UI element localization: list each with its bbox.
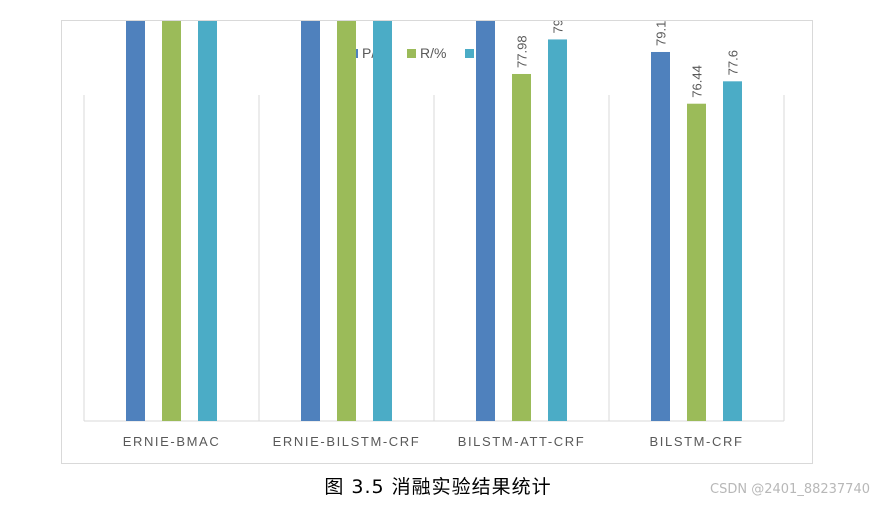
bar-1-0 [301,21,320,421]
watermark: CSDN @2401_88237740 [710,482,870,497]
bar-2-2 [548,39,567,422]
legend-swatch-1 [407,49,416,58]
data-label-3-2: 77.6 [726,50,741,75]
bar-2-0 [476,21,495,422]
bar-0-0 [126,21,145,421]
x-tick-label-1: ERNIE-BILSTM-CRF [273,434,421,449]
x-tick-label-3: BILSTM-CRF [650,434,744,449]
bar-2-1 [512,73,531,422]
chart-frame: P/%R/%/%85.7486.1685.95ERNIE-BMAC85.9984… [61,20,813,464]
chart-svg: P/%R/%/%85.7486.1685.95ERNIE-BMAC85.9984… [83,21,785,449]
bar-3-2 [723,81,742,421]
x-tick-label-0: ERNIE-BMAC [123,434,221,449]
x-tick-label-2: BILSTM-ATT-CRF [458,434,586,449]
data-label-3-0: 79.12 [654,21,669,46]
legend-label-1: R/% [420,45,446,61]
bar-0-1 [162,21,181,421]
data-label-2-1: 77.98 [515,35,530,68]
bar-1-2 [373,21,392,421]
figure-caption: 图 3.5 消融实验结果统计 [324,476,552,498]
data-label-2-2: 79.77 [551,21,566,33]
bar-0-2 [198,21,217,421]
bar-1-1 [337,21,356,421]
legend-swatch-2 [465,49,474,58]
bar-3-1 [687,103,706,421]
data-label-3-1: 76.44 [690,65,705,98]
bar-3-0 [651,51,670,421]
